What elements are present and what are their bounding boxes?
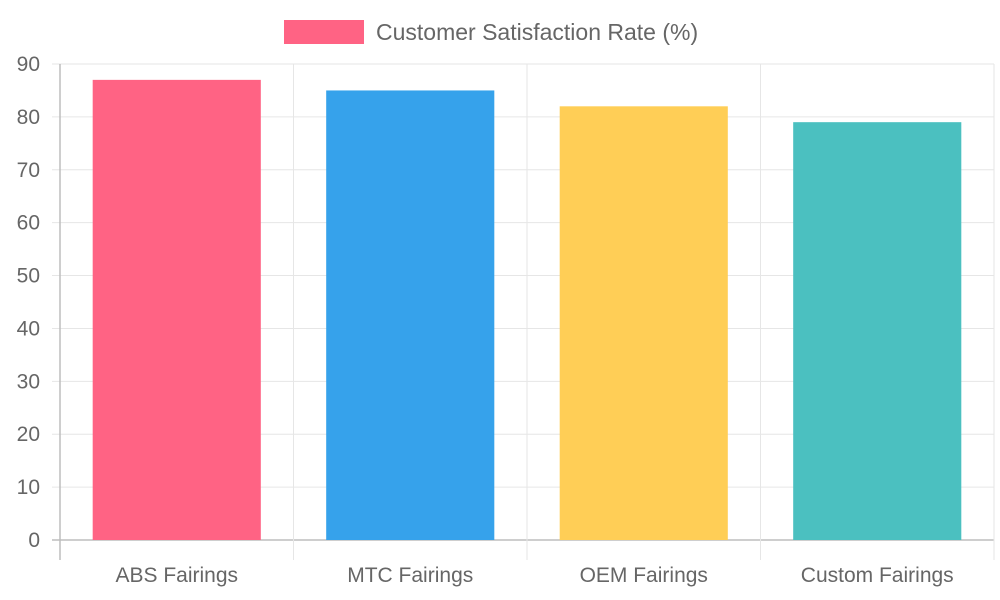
y-tick-label: 0 bbox=[28, 529, 40, 552]
y-tick-label: 70 bbox=[17, 159, 40, 182]
y-tick-label: 40 bbox=[17, 317, 40, 340]
legend[interactable]: Customer Satisfaction Rate (%) bbox=[284, 19, 698, 45]
y-axis-ticks: 0 10 20 30 40 50 60 70 80 90 bbox=[17, 53, 40, 552]
legend-label: Customer Satisfaction Rate (%) bbox=[376, 19, 698, 45]
bar-oem-fairings[interactable] bbox=[559, 106, 728, 541]
bar-custom-fairings[interactable] bbox=[793, 122, 962, 540]
x-tick-label: ABS Fairings bbox=[115, 564, 238, 587]
x-tick-label: MTC Fairings bbox=[347, 564, 473, 587]
bar-abs-fairings[interactable] bbox=[92, 79, 261, 540]
y-tick-label: 60 bbox=[17, 212, 40, 235]
y-tick-label: 10 bbox=[17, 476, 40, 499]
y-tick-label: 80 bbox=[17, 106, 40, 129]
y-tick-label: 30 bbox=[17, 370, 40, 393]
x-tick-label: OEM Fairings bbox=[580, 564, 708, 587]
x-axis-ticks: ABS Fairings MTC Fairings OEM Fairings Cust… bbox=[115, 564, 953, 587]
bars bbox=[92, 79, 962, 541]
y-tick-label: 90 bbox=[17, 53, 40, 76]
y-tick-label: 20 bbox=[17, 423, 40, 446]
legend-swatch bbox=[284, 20, 364, 44]
y-tick-label: 50 bbox=[17, 265, 40, 288]
bar-mtc-fairings[interactable] bbox=[326, 90, 495, 540]
x-tick-label: Custom Fairings bbox=[801, 564, 954, 587]
